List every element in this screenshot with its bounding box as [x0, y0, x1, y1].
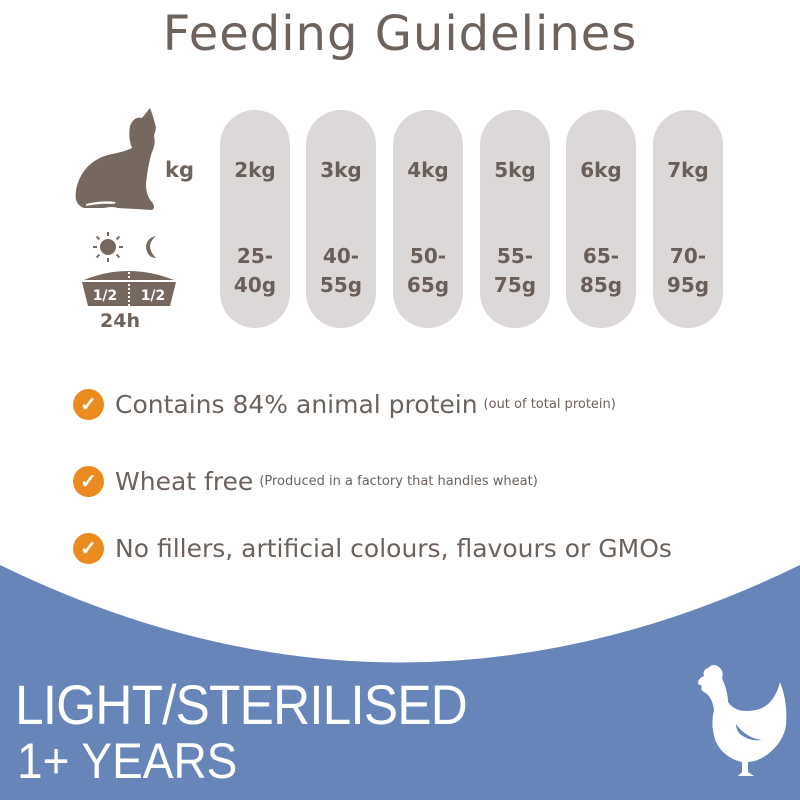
product-type-label: LIGHT/STERILISED — [15, 673, 468, 736]
daily-amount: 70- 95g — [666, 244, 710, 297]
page-title: Feeding Guidelines — [162, 6, 638, 62]
cat-weight: 7kg — [667, 158, 709, 182]
duration-label: 24h — [100, 310, 140, 332]
feature-text: No fillers, artificial colours, flavours… — [115, 534, 672, 563]
svg-text:1/2: 1/2 — [93, 288, 118, 304]
feature-item: ✓ Wheat free (Produced in a factory that… — [73, 466, 538, 497]
sun-icon — [93, 232, 123, 262]
daily-amount: 40- 55g — [319, 244, 363, 297]
guideline-pill: 7kg 70- 95g — [653, 110, 723, 328]
weight-label: kg — [165, 158, 194, 182]
check-icon: ✓ — [73, 466, 104, 497]
guideline-pill: 4kg 50- 65g — [393, 110, 463, 328]
age-label: 1+ YEARS — [17, 733, 238, 789]
feature-item: ✓ No fillers, artificial colours, flavou… — [73, 533, 672, 564]
chicken-icon — [698, 665, 787, 776]
daily-amount: 65- 85g — [579, 244, 623, 297]
guideline-pill: 3kg 40- 55g — [306, 110, 376, 328]
guideline-pill: 6kg 65- 85g — [566, 110, 636, 328]
daily-amount: 50- 65g — [406, 244, 450, 297]
feature-note: (Produced in a factory that handles whea… — [259, 474, 538, 489]
cat-weight: 3kg — [320, 158, 362, 182]
food-bowl-icon: 1/2 1/2 — [82, 232, 176, 306]
moon-icon — [146, 236, 156, 258]
cat-weight: 2kg — [234, 158, 276, 182]
daily-amount: 55- 75g — [493, 244, 537, 297]
feature-text: Wheat free — [115, 467, 254, 496]
feature-note: (out of total protein) — [483, 397, 616, 412]
svg-text:1/2: 1/2 — [141, 288, 166, 304]
check-icon: ✓ — [73, 389, 104, 420]
daily-amount: 25- 40g — [233, 244, 277, 297]
cat-silhouette-icon — [75, 108, 156, 210]
guideline-pill: 2kg 25- 40g — [220, 110, 290, 328]
cat-weight: 6kg — [580, 158, 622, 182]
cat-weight: 5kg — [494, 158, 536, 182]
guideline-pill: 5kg 55- 75g — [480, 110, 550, 328]
feature-text: Contains 84% animal protein — [115, 390, 478, 419]
cat-weight: 4kg — [407, 158, 449, 182]
feature-item: ✓ Contains 84% animal protein (out of to… — [73, 389, 616, 420]
check-icon: ✓ — [73, 533, 104, 564]
